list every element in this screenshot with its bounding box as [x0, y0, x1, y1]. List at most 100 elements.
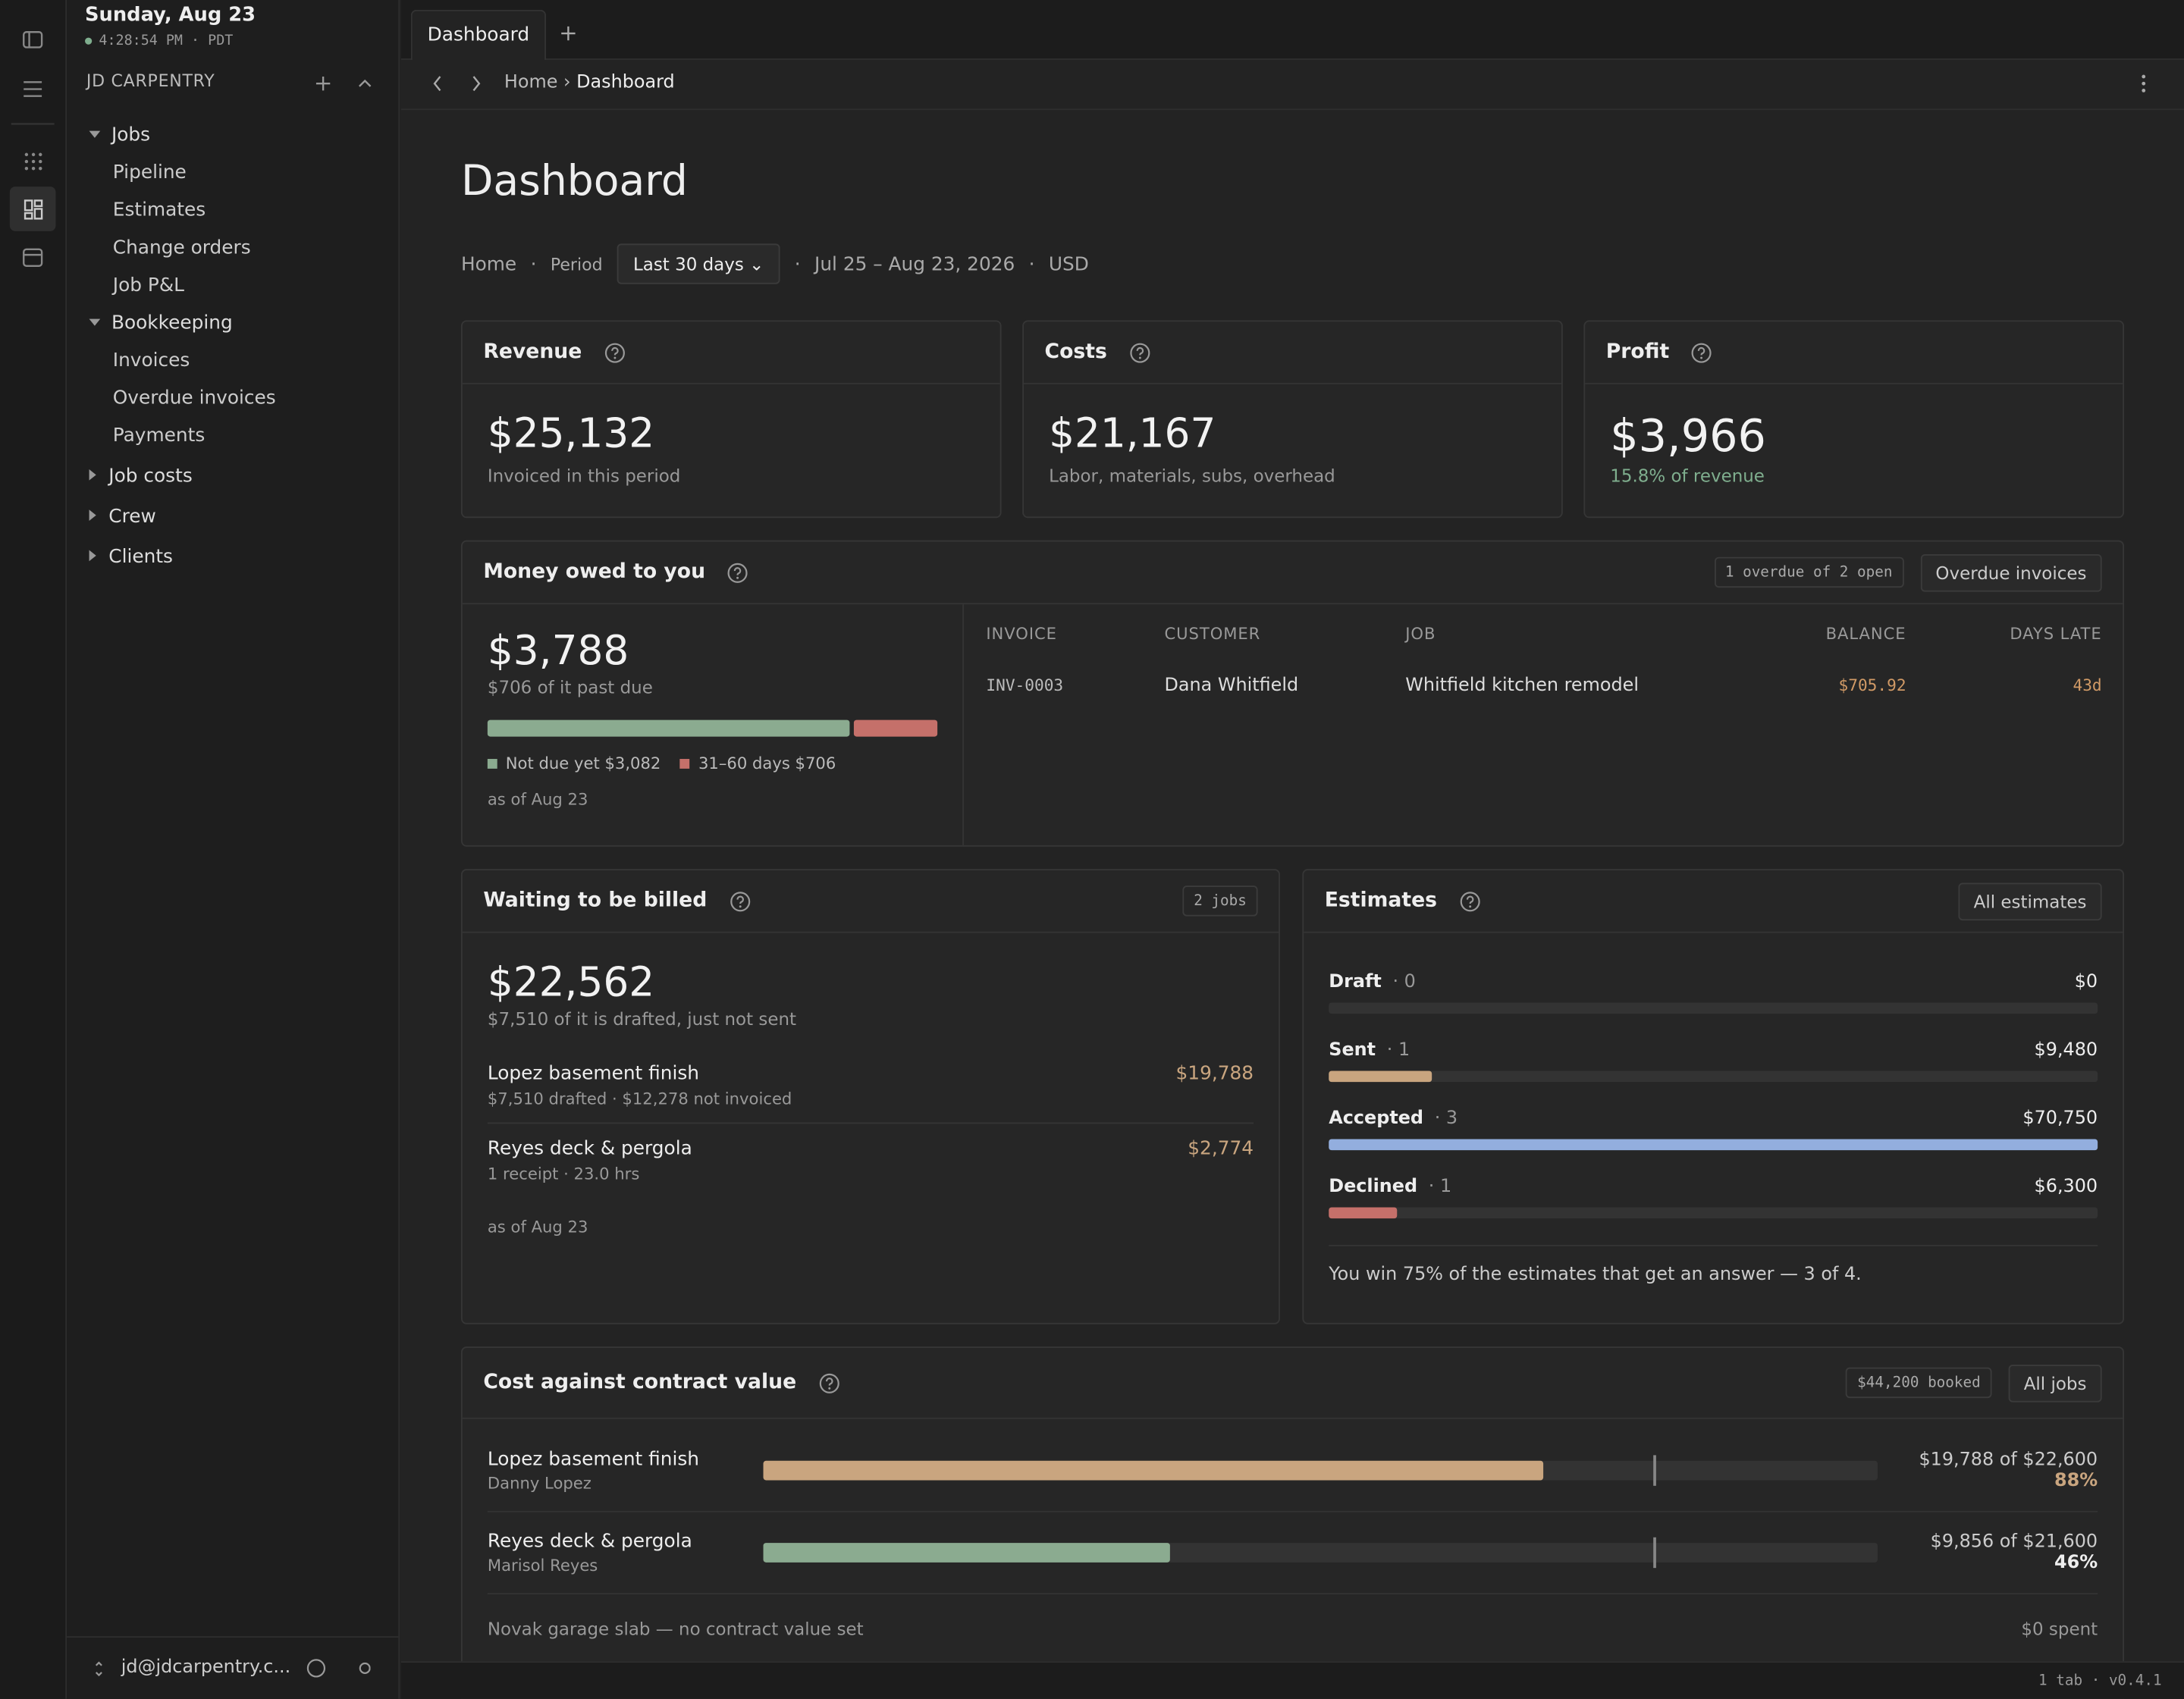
- block: [2142, 89, 2146, 92]
- block: [1458, 1108, 2022, 1130]
- block: 15.8% of revenue: [1610, 465, 2098, 486]
- tree-item[interactable]: Payments: [89, 418, 396, 456]
- main: Dashboard Home › Dashboard Dashboard Hom…: [400, 0, 2184, 1699]
- estimate-row[interactable]: Sent · 1 $9,480: [1329, 1040, 2098, 1083]
- count: · 1: [1428, 1177, 1452, 1198]
- tree-item[interactable]: Pipeline: [89, 155, 396, 193]
- tree-item[interactable]: Job P&L: [89, 268, 396, 306]
- kpi-note: 15.8% of revenue: [1610, 465, 1765, 487]
- block: [1136, 346, 1144, 355]
- nav-arrows[interactable]: [431, 74, 487, 93]
- date: Sunday, Aug 23: [85, 4, 256, 27]
- column-header: INVOICE: [986, 623, 1057, 644]
- tree-item[interactable]: Estimates: [89, 192, 396, 230]
- block: [23, 248, 43, 268]
- period-select[interactable]: Last 30 days ⌄: [616, 243, 781, 284]
- job-name: Reyes deck & pergola: [487, 1137, 692, 1161]
- card-title: Estimates: [1324, 889, 1438, 913]
- block: [1329, 1207, 2098, 1219]
- block: [1698, 346, 1706, 355]
- tree-item-label: Overdue invoices: [112, 387, 276, 410]
- block: You win 75% of the estimates that get an…: [1329, 1245, 2098, 1285]
- contract-job[interactable]: Reyes deck & pergola Marisol Reyes $9,856 …: [487, 1512, 2098, 1595]
- tree-group[interactable]: Jobs: [89, 117, 396, 155]
- help-icon[interactable]: [727, 562, 748, 583]
- block: Money owed to you 1 overdue of 2 open Over…: [462, 541, 2123, 605]
- total: $3,788: [487, 626, 629, 674]
- tree-item[interactable]: Invoices: [89, 343, 396, 381]
- button[interactable]: Overdue invoices: [1920, 553, 2102, 591]
- block: Invoiced in this period: [488, 465, 975, 486]
- breadcrumb-home[interactable]: Home: [504, 72, 558, 94]
- help-icon[interactable]: [1692, 342, 1713, 363]
- billing-job[interactable]: Reyes deck & pergola 1 receipt · 23.0 hrs…: [488, 1124, 1254, 1197]
- card: Money owed to you 1 overdue of 2 open Over…: [460, 540, 2125, 847]
- block: [33, 208, 43, 220]
- block: [1460, 891, 1480, 911]
- help-icon[interactable]: [1129, 342, 1150, 363]
- block: [734, 566, 742, 575]
- footer-icons[interactable]: [92, 1657, 371, 1682]
- block: Draft · 0 $0 Sent · 1 $9,480 Accepted · 3 $70,75…: [1304, 933, 2123, 1285]
- block: [306, 1659, 326, 1678]
- block: Home · Period Last 30 days ⌄ · Jul 25 – Aug …: [461, 243, 1089, 284]
- tree-item[interactable]: Change orders: [89, 230, 396, 268]
- block: Sent · 1 $9,480: [1329, 1040, 2098, 1061]
- tree-group[interactable]: Job costs: [89, 458, 396, 496]
- menu[interactable]: [2139, 73, 2148, 95]
- estimate-row[interactable]: Accepted · 3 $70,750: [1329, 1108, 2098, 1151]
- tree-label: Clients: [108, 546, 173, 569]
- button[interactable]: All estimates: [1958, 882, 2102, 920]
- org-actions[interactable]: [315, 73, 384, 95]
- block: [33, 199, 43, 208]
- estimate-row[interactable]: Declined · 1 $6,300: [1329, 1177, 2098, 1219]
- help-icon[interactable]: [1459, 891, 1480, 912]
- block: $22,562 $7,510 of it is drafted, just not…: [463, 933, 1279, 1237]
- client: Marisol Reyes: [487, 1555, 598, 1575]
- tab[interactable]: Dashboard: [427, 24, 530, 46]
- job-name: Lopez basement finish: [487, 1062, 700, 1085]
- as-of: as of Aug 23: [487, 1217, 588, 1237]
- status: Declined: [1329, 1177, 1418, 1198]
- tree-item-label: Pipeline: [112, 161, 187, 184]
- tree-group[interactable]: Crew: [89, 499, 396, 537]
- tree-group[interactable]: Clients: [89, 539, 396, 577]
- block: [23, 31, 43, 49]
- block: [31, 167, 36, 171]
- column-header: BALANCE: [1825, 623, 1906, 644]
- block: $3,788: [488, 627, 937, 674]
- invoice-row[interactable]: INV-0003 Dana Whitfield Whitfield kitchen …: [964, 657, 2124, 713]
- block: · 1: [1387, 1040, 1410, 1061]
- block: [1329, 1139, 2098, 1151]
- help-icon[interactable]: [819, 1372, 840, 1393]
- card: Costs $21,167 Labor, materials, subs, ov…: [1022, 320, 1563, 519]
- billing-job[interactable]: Lopez basement finish $7,510 drafted · $1…: [487, 1049, 1254, 1124]
- tree-group[interactable]: Bookkeeping: [89, 305, 396, 343]
- block: [359, 79, 372, 87]
- kpi-title: Revenue: [483, 341, 582, 364]
- kpi-note: Labor, materials, subs, overhead: [1049, 465, 1335, 487]
- block: [24, 212, 33, 220]
- amount: $70,750: [2022, 1108, 2098, 1130]
- cell: Dana Whitfield: [1164, 674, 1299, 696]
- help-icon[interactable]: [604, 342, 626, 363]
- block: Declined · 1 $6,300: [1329, 1177, 2098, 1198]
- block: [24, 159, 29, 164]
- button[interactable]: All jobs: [2008, 1364, 2102, 1402]
- badge: 1 overdue of 2 open: [1714, 556, 1904, 588]
- scope: Home: [460, 252, 517, 275]
- estimate-row[interactable]: Draft · 0 $0: [1329, 972, 2098, 1014]
- tree-item[interactable]: Overdue invoices: [89, 380, 396, 418]
- kpi-value: $21,167: [1049, 409, 1216, 457]
- user-account[interactable]: jd@jdcarpentry.c...: [121, 1657, 291, 1679]
- column-header: CUSTOMER: [1164, 623, 1261, 644]
- contract-job[interactable]: Lopez basement finish Danny Lopez $19,788 …: [487, 1430, 2098, 1512]
- block: [487, 759, 497, 769]
- new-tab[interactable]: [560, 25, 576, 42]
- block: 31–60 days $706: [680, 754, 836, 773]
- summary: You win 75% of the estimates that get an…: [1329, 1264, 1862, 1286]
- block: Cost against contract value $44,200 booke…: [462, 1348, 2123, 1419]
- help-icon[interactable]: [730, 891, 751, 912]
- block: [24, 167, 29, 171]
